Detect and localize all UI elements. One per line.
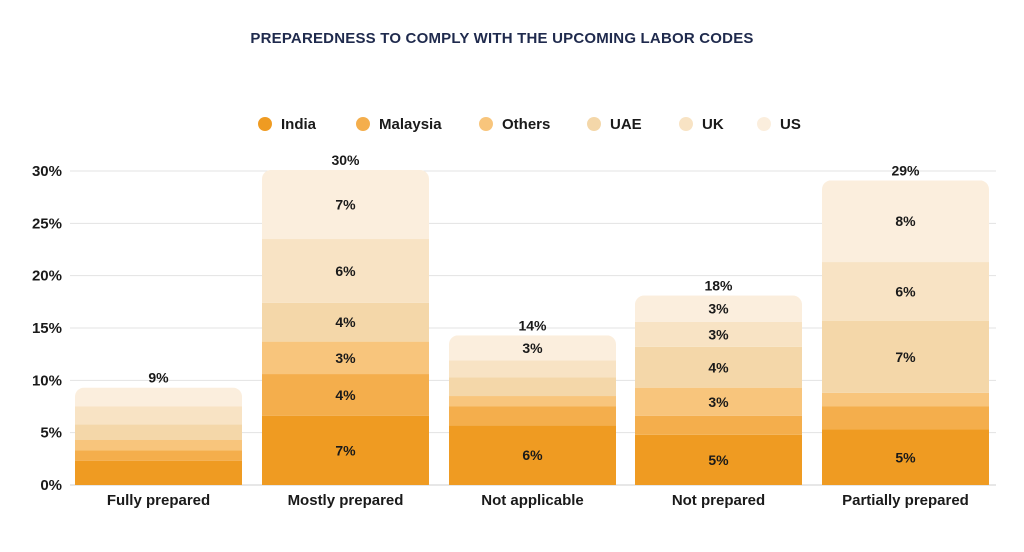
bar-fully-prepared: 9%	[75, 370, 242, 485]
bar-segment-uk-mostly-prepared	[262, 239, 429, 303]
bar-segment-india-not-applicable	[449, 425, 616, 485]
segment-label: 4%	[335, 314, 356, 330]
legend-swatch-uk	[679, 117, 693, 131]
y-tick-label: 0%	[40, 477, 62, 494]
segment-label: 7%	[335, 442, 356, 458]
y-tick-label: 10%	[32, 372, 62, 389]
legend-swatch-malaysia	[356, 117, 370, 131]
segment-label: 3%	[335, 350, 356, 366]
bar-segments	[262, 169, 429, 485]
legend-item-india: India	[258, 116, 317, 133]
segment-label: 3%	[708, 394, 729, 410]
segment-label: 3%	[708, 326, 729, 342]
bar-segment-others-mostly-prepared	[262, 341, 429, 375]
segment-label: 6%	[522, 447, 543, 463]
bar-segment-us-not-applicable	[449, 335, 616, 361]
y-axis: 0% 5% 10% 15% 20% 25% 30%	[32, 163, 62, 494]
bar-segment-india-fully-prepared	[75, 460, 242, 485]
x-tick-label-not-applicable: Not applicable	[481, 492, 584, 509]
legend-item-uae: UAE	[587, 116, 642, 133]
bar-segment-malaysia-mostly-prepared	[262, 374, 429, 416]
bar-segment-others-partially-prepared	[822, 392, 989, 407]
segment-label: 4%	[335, 387, 356, 403]
bar-segment-malaysia-not-prepared	[635, 415, 802, 435]
bar-segment-uae-fully-prepared	[75, 424, 242, 440]
bar-segments	[822, 180, 989, 485]
segment-label: 3%	[522, 340, 543, 356]
legend-swatch-uae	[587, 117, 601, 131]
bar-segments	[75, 387, 242, 485]
total-label-not-applicable: 14%	[518, 317, 547, 333]
bar-segment-us-fully-prepared	[75, 387, 242, 407]
legend-swatch-india	[258, 117, 272, 131]
bar-segments	[449, 335, 616, 485]
segment-label: 6%	[335, 263, 356, 279]
legend-swatch-us	[757, 117, 771, 131]
legend-label-others: Others	[502, 116, 550, 133]
bar-segment-india-not-prepared	[635, 434, 802, 485]
bar-segments	[635, 295, 802, 485]
segment-label: 3%	[708, 301, 729, 317]
bar-segment-uae-not-prepared	[635, 346, 802, 388]
y-tick-label: 5%	[40, 425, 62, 442]
bar-segment-uk-partially-prepared	[822, 262, 989, 321]
bar-segment-uk-not-prepared	[635, 321, 802, 347]
bar-segment-india-partially-prepared	[822, 429, 989, 485]
legend-item-us: US	[757, 116, 801, 133]
legend-item-others: Others	[479, 116, 550, 133]
segment-label: 8%	[895, 213, 916, 229]
y-tick-label: 20%	[32, 268, 62, 285]
bar-segment-india-mostly-prepared	[262, 415, 429, 485]
bar-segment-others-fully-prepared	[75, 439, 242, 451]
legend-label-malaysia: Malaysia	[379, 116, 442, 133]
bar-segment-malaysia-partially-prepared	[822, 406, 989, 430]
x-axis: Fully prepared Mostly prepared Not applica…	[107, 492, 969, 509]
legend-label-india: India	[281, 116, 317, 133]
legend-item-malaysia: Malaysia	[356, 116, 442, 133]
legend-item-uk: UK	[679, 116, 724, 133]
segment-label: 7%	[895, 349, 916, 365]
x-tick-label-not-prepared: Not prepared	[672, 492, 765, 509]
legend-label-uk: UK	[702, 116, 724, 133]
bars: 9% 7% 4% 3% 4% 6% 7% 30% 6% 3% 14% 5% 3% 4% 3% 3% 18% 5% 7…	[75, 152, 989, 485]
bar-segment-uae-partially-prepared	[822, 320, 989, 393]
bar-segment-others-not-prepared	[635, 387, 802, 416]
x-tick-label-partially-prepared: Partially prepared	[842, 492, 969, 509]
bar-mostly-prepared: 7% 4% 3% 4% 6% 7% 30%	[262, 152, 429, 485]
x-tick-label-fully-prepared: Fully prepared	[107, 492, 210, 509]
total-label-partially-prepared: 29%	[891, 162, 920, 178]
y-tick-label: 30%	[32, 163, 62, 180]
bar-segment-uk-fully-prepared	[75, 406, 242, 425]
bar-segment-us-mostly-prepared	[262, 169, 429, 240]
bar-segment-malaysia-not-applicable	[449, 406, 616, 426]
bar-segment-uae-not-applicable	[449, 377, 616, 397]
segment-label: 6%	[895, 283, 916, 299]
bar-segment-others-not-applicable	[449, 396, 616, 407]
bar-segment-uae-mostly-prepared	[262, 302, 429, 342]
bar-partially-prepared: 5% 7% 6% 8% 29%	[822, 162, 989, 485]
bar-not-applicable: 6% 3% 14%	[449, 317, 616, 485]
segment-label: 5%	[895, 449, 916, 465]
total-label-not-prepared: 18%	[704, 278, 733, 294]
bar-not-prepared: 5% 3% 4% 3% 3% 18%	[635, 278, 802, 485]
bar-segment-uk-not-applicable	[449, 360, 616, 378]
y-tick-label: 15%	[32, 320, 62, 337]
total-label-fully-prepared: 9%	[148, 370, 169, 386]
bar-segment-us-not-prepared	[635, 295, 802, 322]
segment-label: 7%	[335, 196, 356, 212]
total-label-mostly-prepared: 30%	[331, 152, 360, 168]
chart-legend: India Malaysia Others UAE UK US	[258, 116, 801, 133]
segment-label: 4%	[708, 359, 729, 375]
x-tick-label-mostly-prepared: Mostly prepared	[288, 492, 404, 509]
legend-swatch-others	[479, 117, 493, 131]
bar-segment-malaysia-fully-prepared	[75, 450, 242, 461]
legend-label-us: US	[780, 116, 801, 133]
y-tick-label: 25%	[32, 215, 62, 232]
bar-segment-us-partially-prepared	[822, 180, 989, 263]
segment-label: 5%	[708, 452, 729, 468]
legend-label-uae: UAE	[610, 116, 642, 133]
chart-title: PREPAREDNESS TO COMPLY WITH THE UPCOMING…	[250, 30, 753, 47]
